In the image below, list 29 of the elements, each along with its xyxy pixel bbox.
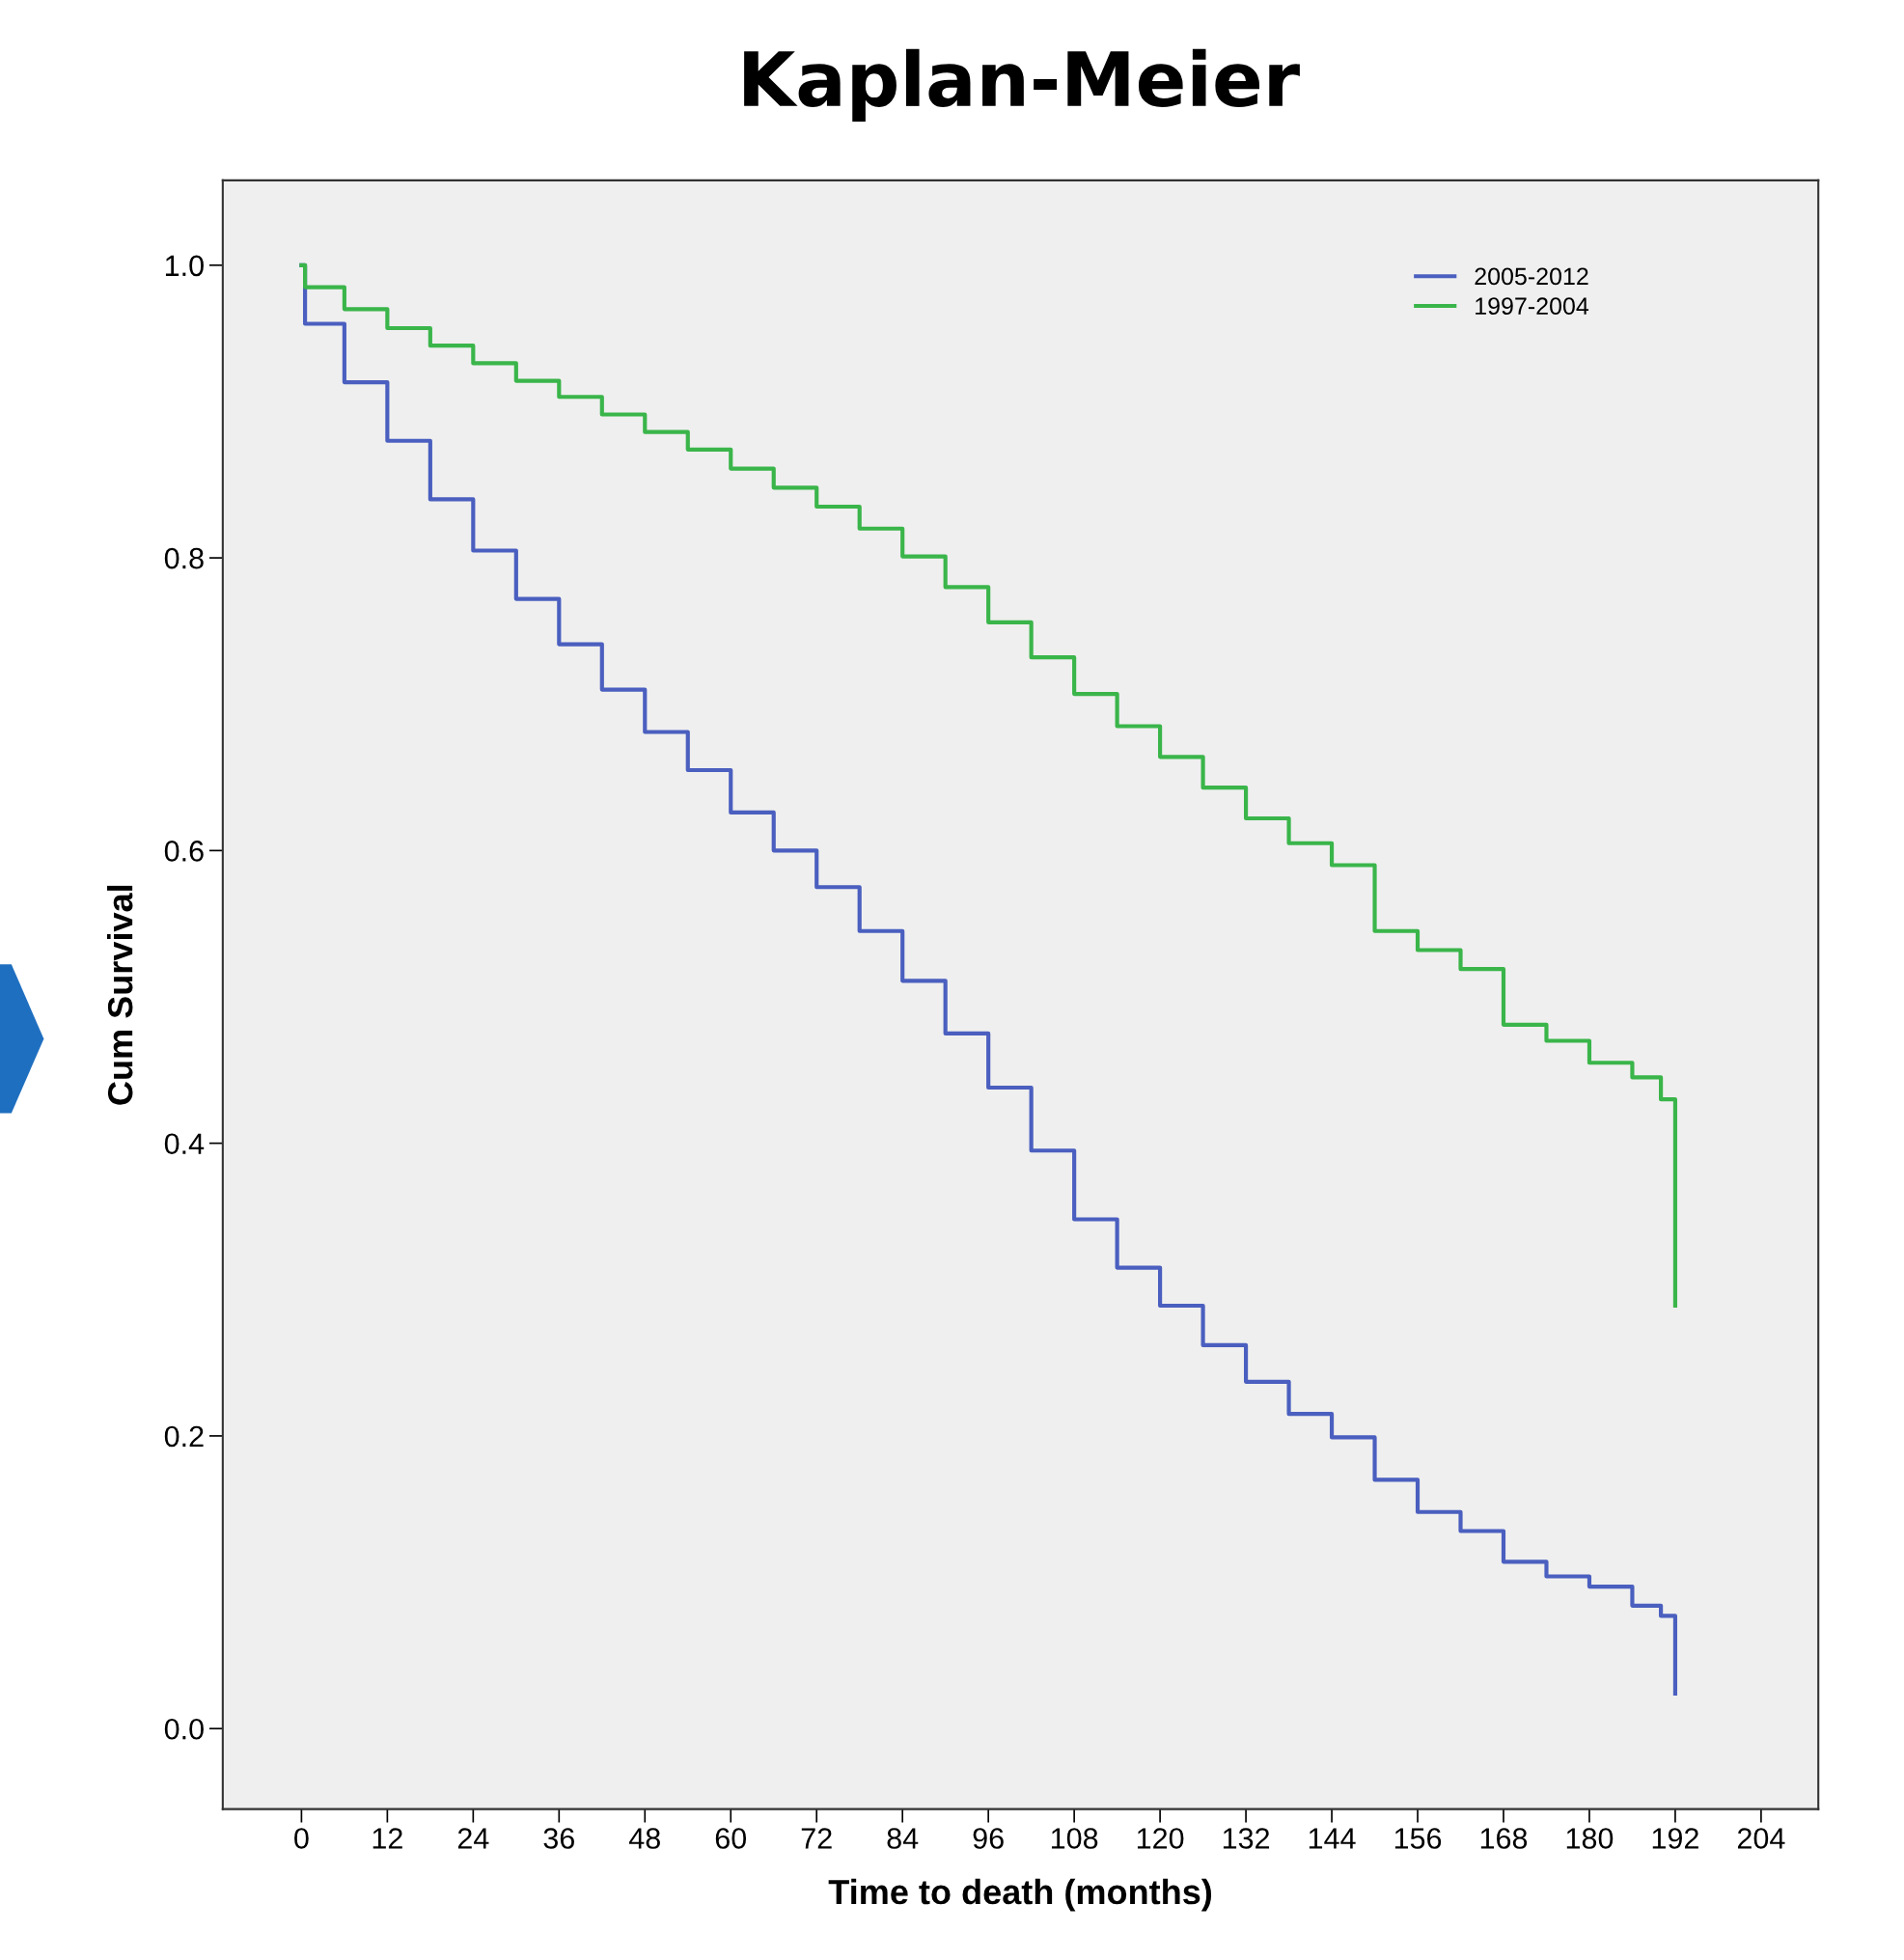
chart-title: Kaplan-Meier: [744, 48, 1300, 123]
x-tick-label: 168: [1480, 1828, 1528, 1849]
x-tick-label: 192: [1652, 1828, 1698, 1849]
x-tick-label: 72: [801, 1828, 832, 1849]
legend-label: 1997-2004: [1476, 297, 1589, 316]
y-tick-label: 0.6: [164, 841, 204, 862]
x-tick-label: 144: [1309, 1828, 1356, 1849]
x-axis-title: Time to death (months): [828, 1878, 1212, 1912]
x-tick-label: 48: [628, 1828, 660, 1849]
x-tick-label: 36: [543, 1828, 574, 1849]
x-tick-label: 96: [973, 1828, 1004, 1849]
y-tick-label: 0.8: [164, 547, 204, 569]
y-tick-label: 0.4: [164, 1133, 205, 1155]
x-tick-label: 204: [1737, 1828, 1785, 1849]
y-axis-title: Cum Survival: [106, 885, 133, 1105]
x-tick-label: 108: [1051, 1828, 1098, 1849]
x-tick-label: 84: [887, 1828, 919, 1849]
legend-label: 2005-2012: [1475, 267, 1588, 286]
x-tick-label: 24: [457, 1828, 489, 1849]
x-tick-label: 180: [1566, 1828, 1614, 1849]
x-tick-label: 120: [1137, 1828, 1184, 1849]
x-tick-label: 156: [1394, 1828, 1442, 1849]
y-tick-label: 0.2: [164, 1425, 204, 1448]
x-tick-label: 12: [373, 1828, 402, 1849]
x-tick-label: 0: [294, 1828, 309, 1849]
x-tick-label: 60: [715, 1828, 747, 1849]
y-tick-label: 0.0: [164, 1718, 204, 1740]
y-tick-label: 1.0: [165, 255, 204, 277]
x-tick-label: 132: [1223, 1828, 1270, 1849]
